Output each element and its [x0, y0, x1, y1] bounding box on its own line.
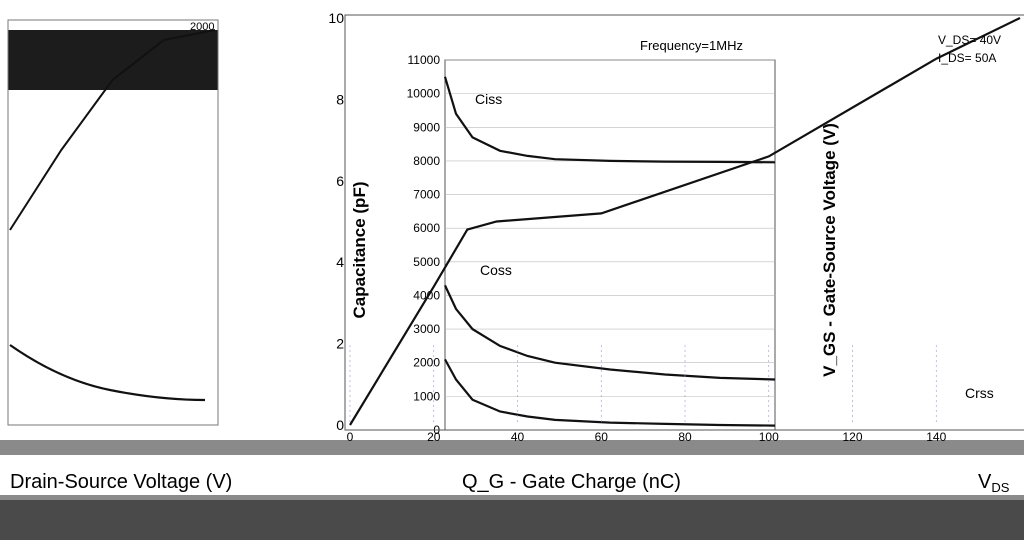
vds-subscript: DS [991, 480, 1009, 495]
gate-x-tick-label: 0 [347, 430, 354, 444]
bottom-right-fragment: VDS [978, 471, 1010, 495]
series-line-ciss [443, 76, 776, 164]
series-label-coss: Coss [480, 262, 512, 278]
capacitance-y-tick-label: 9000 [413, 120, 440, 134]
fragment-line [9, 29, 216, 231]
vds-symbol: V [978, 471, 992, 493]
gate-x-tick-label: 40 [511, 430, 525, 444]
capacitance-y-ticks: 0100020003000400050006000700080009000100… [407, 53, 441, 437]
capacitance-y-tick-label: 8000 [413, 154, 440, 168]
gate-x-tick-label: 60 [595, 430, 609, 444]
fragment-xlabel: Drain-Source Voltage (V) [10, 471, 232, 493]
capacitance-y-tick-label: 11000 [408, 53, 441, 67]
dark-band-bottom [0, 500, 1024, 540]
gate-charge-grid [349, 345, 937, 425]
capacitance-y-tick-label: 10000 [407, 87, 441, 101]
gate-charge-plot-frame [344, 14, 1024, 431]
gate-charge-xlabel: Q_G - Gate Charge (nC) [462, 471, 681, 493]
capacitance-chart: 0100020003000400050006000700080009000100… [350, 38, 994, 437]
capacitance-annotation: Frequency=1MHz [640, 38, 743, 53]
gate-y-tick-label: 2 [336, 336, 344, 352]
gate-y-tick-label: 4 [336, 254, 344, 270]
gate-y-tick-label: 10 [328, 10, 344, 26]
capacitance-title: 11 Capacitance [150, 537, 267, 554]
fragment-ytick: 2000 [190, 21, 214, 33]
gate-charge-y-ticks: 0 2 4 6 8 10 [328, 10, 344, 433]
gate-x-tick-label: 140 [926, 430, 946, 444]
gate-y-tick-label: 0 [336, 417, 344, 433]
capacitance-y-tick-label: 7000 [413, 188, 440, 202]
series-label-crss: Crss [965, 385, 994, 401]
gate-annotation-vds: V_DS= 40V [938, 33, 1001, 47]
gate-charge-title: 12 Gate Charge [635, 537, 756, 554]
fragment-frame [7, 19, 219, 426]
gate-y-tick-label: 8 [336, 91, 344, 107]
gate-charge-x-ticks: 0 20 40 60 80 100 120 140 [347, 430, 947, 444]
gate-x-tick-label: 120 [842, 430, 862, 444]
series-label-ciss: Ciss [475, 91, 502, 107]
capacitance-ylabel: Capacitance (pF) [350, 182, 369, 319]
series-line-coss [444, 284, 776, 381]
capacitance-y-tick-label: 2000 [413, 356, 440, 370]
capacitance-y-tick-label: 5000 [413, 255, 440, 269]
capacitance-y-tick-label: 1000 [413, 389, 440, 403]
white-strip-bottom [0, 455, 1024, 495]
fragment-decay-line [9, 344, 206, 402]
gate-x-tick-label: 100 [759, 430, 779, 444]
capacitance-y-tick-label: 4000 [413, 288, 440, 302]
gate-y-tick-label: 6 [336, 173, 344, 189]
gate-annotation-ids: I_DS= 50A [938, 51, 996, 65]
series-line-crss [444, 358, 776, 427]
gate-charge-chart: 0 2 4 6 8 10 0 20 40 60 80 100 120 140 V_DS= 40V I_D… [328, 10, 1024, 444]
fragment-chart [7, 19, 219, 426]
capacitance-y-tick-label: 3000 [413, 322, 440, 336]
capacitance-plot-frame [444, 59, 776, 431]
gate-x-tick-label: 80 [678, 430, 692, 444]
gate-charge-line [349, 17, 1021, 426]
capacitance-series: Ciss Coss Crss [443, 76, 994, 427]
capacitance-y-tick-label: 6000 [413, 221, 440, 235]
gate-charge-series [349, 17, 1021, 426]
gate-charge-ylabel: V_GS - Gate-Source Voltage (V) [820, 123, 839, 377]
gate-x-tick-label: 20 [427, 430, 441, 444]
